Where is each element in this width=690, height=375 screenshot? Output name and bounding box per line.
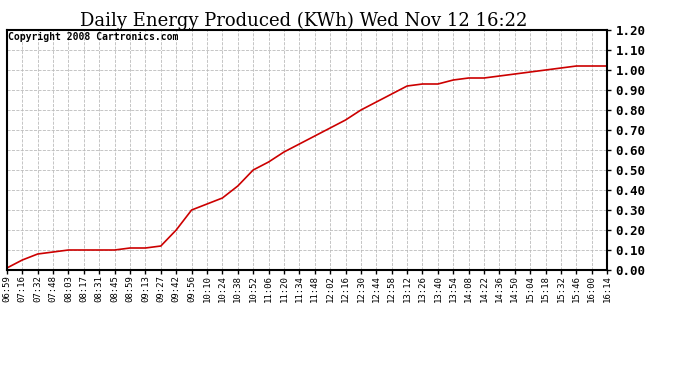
Text: Daily Energy Produced (KWh) Wed Nov 12 16:22: Daily Energy Produced (KWh) Wed Nov 12 1…	[80, 11, 527, 30]
Text: Copyright 2008 Cartronics.com: Copyright 2008 Cartronics.com	[8, 32, 179, 42]
